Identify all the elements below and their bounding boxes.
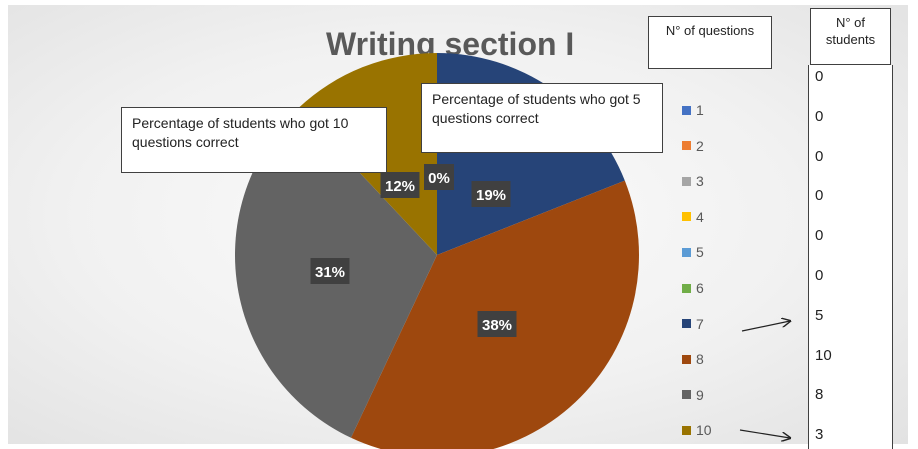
legend-swatch bbox=[682, 354, 691, 364]
legend-label: 1 bbox=[696, 102, 704, 118]
legend-swatch bbox=[682, 319, 691, 329]
legend-swatch bbox=[682, 247, 691, 257]
questions-header: N° of questions bbox=[648, 16, 772, 69]
callout-ten-correct: Percentage of students who got 10 questi… bbox=[121, 107, 387, 173]
legend-swatch bbox=[682, 212, 691, 222]
legend-label: 4 bbox=[696, 208, 704, 225]
legend-label: 5 bbox=[696, 244, 704, 261]
svg-text:31%: 31% bbox=[315, 264, 345, 281]
legend-item-10: 10 bbox=[682, 420, 712, 440]
legend-label: 3 bbox=[696, 173, 704, 190]
legend-label: 10 bbox=[696, 422, 712, 439]
students-value-8: 10 bbox=[815, 346, 832, 364]
svg-text:38%: 38% bbox=[482, 317, 512, 334]
students-value-1: 0 bbox=[815, 68, 824, 85]
legend-item-6: 6 bbox=[682, 278, 704, 298]
data-label-9: 31% bbox=[310, 258, 350, 284]
students-value-6: 0 bbox=[815, 267, 824, 284]
students-value-4: 0 bbox=[815, 187, 824, 205]
legend-item-2: 2 bbox=[682, 136, 704, 156]
students-value-10: 3 bbox=[815, 426, 824, 444]
legend-swatch bbox=[682, 425, 691, 435]
callout-five-correct: Percentage of students who got 5 questio… bbox=[421, 83, 663, 153]
svg-text:19%: 19% bbox=[476, 187, 506, 204]
legend-item-7: 7 bbox=[682, 314, 704, 334]
legend-swatch bbox=[682, 141, 691, 151]
legend-swatch bbox=[682, 176, 691, 186]
legend-label: 8 bbox=[696, 351, 704, 368]
students-header: N° of students bbox=[810, 8, 891, 65]
students-value-3: 0 bbox=[815, 147, 824, 165]
students-value-5: 0 bbox=[815, 227, 824, 245]
legend-label: 9 bbox=[696, 386, 704, 403]
legend-swatch bbox=[682, 283, 691, 293]
students-column bbox=[808, 65, 893, 449]
data-label-8: 38% bbox=[477, 311, 517, 337]
legend-label: 6 bbox=[696, 280, 704, 296]
legend-swatch bbox=[682, 390, 691, 400]
legend-item-4: 4 bbox=[682, 207, 704, 227]
legend-item-1: 1 bbox=[682, 100, 704, 120]
legend-swatch bbox=[682, 105, 691, 115]
legend-item-8: 8 bbox=[682, 349, 704, 369]
legend-item-9: 9 bbox=[682, 385, 704, 405]
legend-item-5: 5 bbox=[682, 242, 704, 262]
students-value-2: 0 bbox=[815, 107, 824, 125]
data-label-10: 12% bbox=[380, 172, 420, 198]
students-value-9: 8 bbox=[815, 386, 824, 404]
data-label-overlap: 0% bbox=[424, 164, 454, 190]
legend-item-3: 3 bbox=[682, 171, 704, 191]
svg-text:12%: 12% bbox=[385, 178, 415, 195]
svg-text:0%: 0% bbox=[428, 170, 450, 187]
students-value-7: 5 bbox=[815, 306, 824, 324]
legend-label: 7 bbox=[696, 315, 704, 332]
legend-label: 2 bbox=[696, 137, 704, 154]
data-label-7: 19% bbox=[471, 181, 511, 207]
